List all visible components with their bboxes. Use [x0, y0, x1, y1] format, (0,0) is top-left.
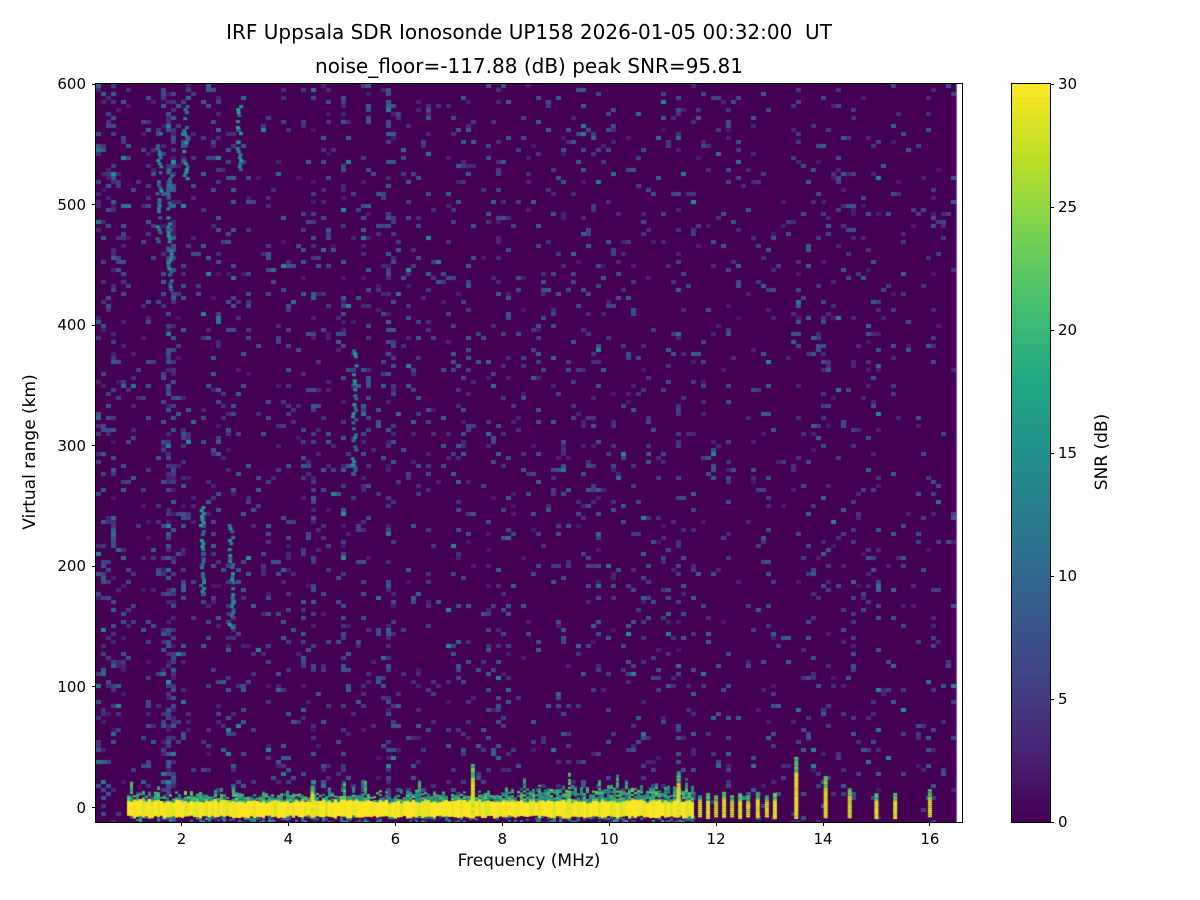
- y-tick-label: 100: [57, 677, 86, 696]
- colorbar-tick-label: 30: [1058, 75, 1078, 93]
- x-tick-mark: [822, 822, 824, 826]
- colorbar-tick-mark: [1050, 821, 1054, 823]
- colorbar-tick-mark: [1050, 452, 1054, 454]
- y-tick-mark: [92, 324, 96, 326]
- y-tick-label: 400: [57, 316, 86, 335]
- x-tick-label: 6: [390, 830, 401, 848]
- colorbar-tick-label: 20: [1058, 321, 1078, 339]
- y-tick-label: 500: [57, 195, 86, 214]
- plot-area: [95, 83, 963, 823]
- y-tick-mark: [92, 204, 96, 206]
- colorbar-tick-mark: [1050, 698, 1054, 700]
- heatmap-canvas: [96, 84, 962, 822]
- x-tick-mark: [181, 822, 183, 826]
- x-tick-mark: [394, 822, 396, 826]
- x-tick-label: 8: [497, 830, 508, 848]
- colorbar-tick-label: 25: [1058, 198, 1078, 216]
- y-tick-mark: [92, 807, 96, 809]
- x-tick-mark: [608, 822, 610, 826]
- colorbar-tick-label: 5: [1058, 690, 1068, 708]
- colorbar-tick-label: 15: [1058, 444, 1078, 462]
- colorbar-tick-mark: [1050, 206, 1054, 208]
- x-tick-label: 16: [920, 830, 940, 848]
- x-tick-mark: [929, 822, 931, 826]
- colorbar-tick-mark: [1050, 575, 1054, 577]
- x-tick-mark: [715, 822, 717, 826]
- y-axis-label: Virtual range (km): [20, 374, 40, 530]
- chart-title: IRF Uppsala SDR Ionosonde UP158 2026-01-…: [226, 20, 832, 44]
- y-tick-label: 300: [57, 436, 86, 455]
- x-tick-label: 10: [599, 830, 619, 848]
- y-tick-label: 600: [57, 75, 86, 93]
- y-tick-mark: [92, 445, 96, 447]
- x-tick-mark: [287, 822, 289, 826]
- y-tick-label: 200: [57, 557, 86, 576]
- x-tick-mark: [501, 822, 503, 826]
- y-tick-mark: [92, 83, 96, 85]
- colorbar-tick-mark: [1050, 83, 1054, 85]
- y-tick-label: 0: [76, 798, 86, 817]
- x-tick-label: 14: [813, 830, 833, 848]
- x-axis-label: Frequency (MHz): [457, 851, 601, 871]
- x-tick-label: 2: [176, 830, 187, 848]
- chart-subtitle: noise_floor=-117.88 (dB) peak SNR=95.81: [315, 54, 743, 78]
- y-tick-mark: [92, 686, 96, 688]
- colorbar: [1011, 83, 1051, 823]
- colorbar-tick-mark: [1050, 329, 1054, 331]
- colorbar-canvas: [1012, 84, 1050, 822]
- x-tick-label: 12: [706, 830, 726, 848]
- colorbar-tick-label: 0: [1058, 813, 1068, 831]
- y-tick-mark: [92, 565, 96, 567]
- colorbar-tick-label: 10: [1058, 567, 1078, 585]
- x-tick-label: 4: [283, 830, 294, 848]
